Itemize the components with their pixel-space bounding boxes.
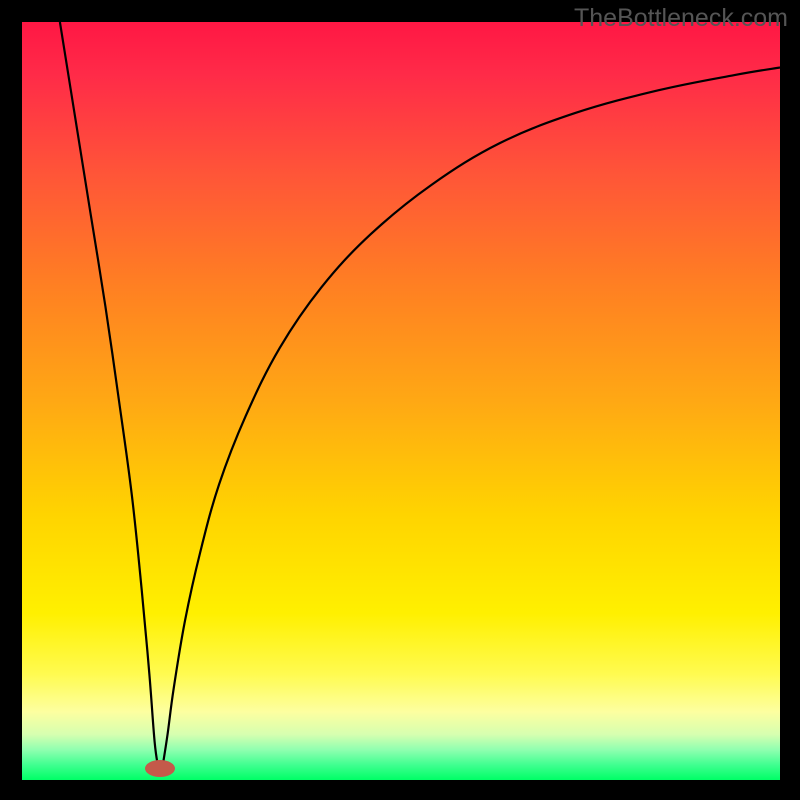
right-branch-curve — [162, 67, 780, 768]
plot-area — [22, 22, 780, 780]
curve-overlay — [22, 22, 780, 780]
chart-container: TheBottleneck.com — [0, 0, 800, 800]
minimum-marker — [145, 760, 175, 777]
watermark-text: TheBottleneck.com — [574, 4, 788, 33]
left-branch-curve — [60, 22, 159, 769]
